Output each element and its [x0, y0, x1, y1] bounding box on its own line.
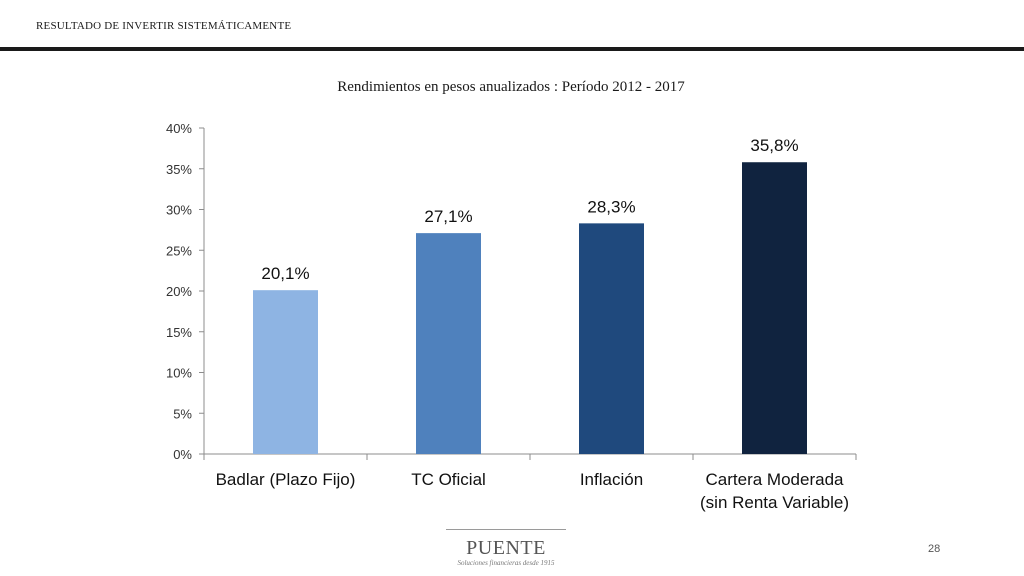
data-label: 35,8%: [750, 136, 798, 155]
y-tick-label: 10%: [166, 366, 192, 381]
logo-tagline: Soluciones financieras desde 1915: [457, 559, 555, 567]
data-label: 28,3%: [587, 197, 635, 216]
slide-header-title: RESULTADO DE INVERTIR SISTEMÁTICAMENTE: [36, 20, 292, 32]
category-label: Cartera Moderada (sin Renta Variable): [700, 470, 849, 512]
logo-name: PUENTE: [466, 537, 546, 559]
y-tick-label: 0%: [173, 447, 192, 462]
y-tick-label: 25%: [166, 243, 192, 258]
header-divider: [0, 47, 1024, 51]
y-tick-label: 20%: [166, 284, 192, 299]
y-tick-label: 30%: [166, 203, 192, 218]
chart-title: Rendimientos en pesos anualizados : Perí…: [337, 79, 685, 95]
bar: [742, 162, 807, 455]
bar: [579, 223, 644, 454]
category-label: TC Oficial: [411, 470, 486, 489]
bar: [416, 233, 481, 454]
bar: [253, 290, 318, 454]
data-label: 27,1%: [424, 207, 472, 226]
page-number: 28: [928, 543, 941, 555]
chart-bars: [253, 162, 807, 455]
y-tick-label: 15%: [166, 325, 192, 340]
y-tick-label: 5%: [173, 406, 192, 421]
y-tick-label: 35%: [166, 162, 192, 177]
footer-divider: [446, 529, 566, 530]
y-tick-label: 40%: [166, 121, 192, 136]
puente-logo: PUENTE Soluciones financieras desde 1915: [446, 537, 566, 568]
category-label: Inflación: [580, 470, 643, 489]
chart-labels: 20,1% Badlar (Plazo Fijo) 27,1% TC Oficial 2…: [216, 136, 849, 512]
data-label: 20,1%: [261, 264, 309, 283]
category-label: Badlar (Plazo Fijo): [216, 470, 356, 489]
